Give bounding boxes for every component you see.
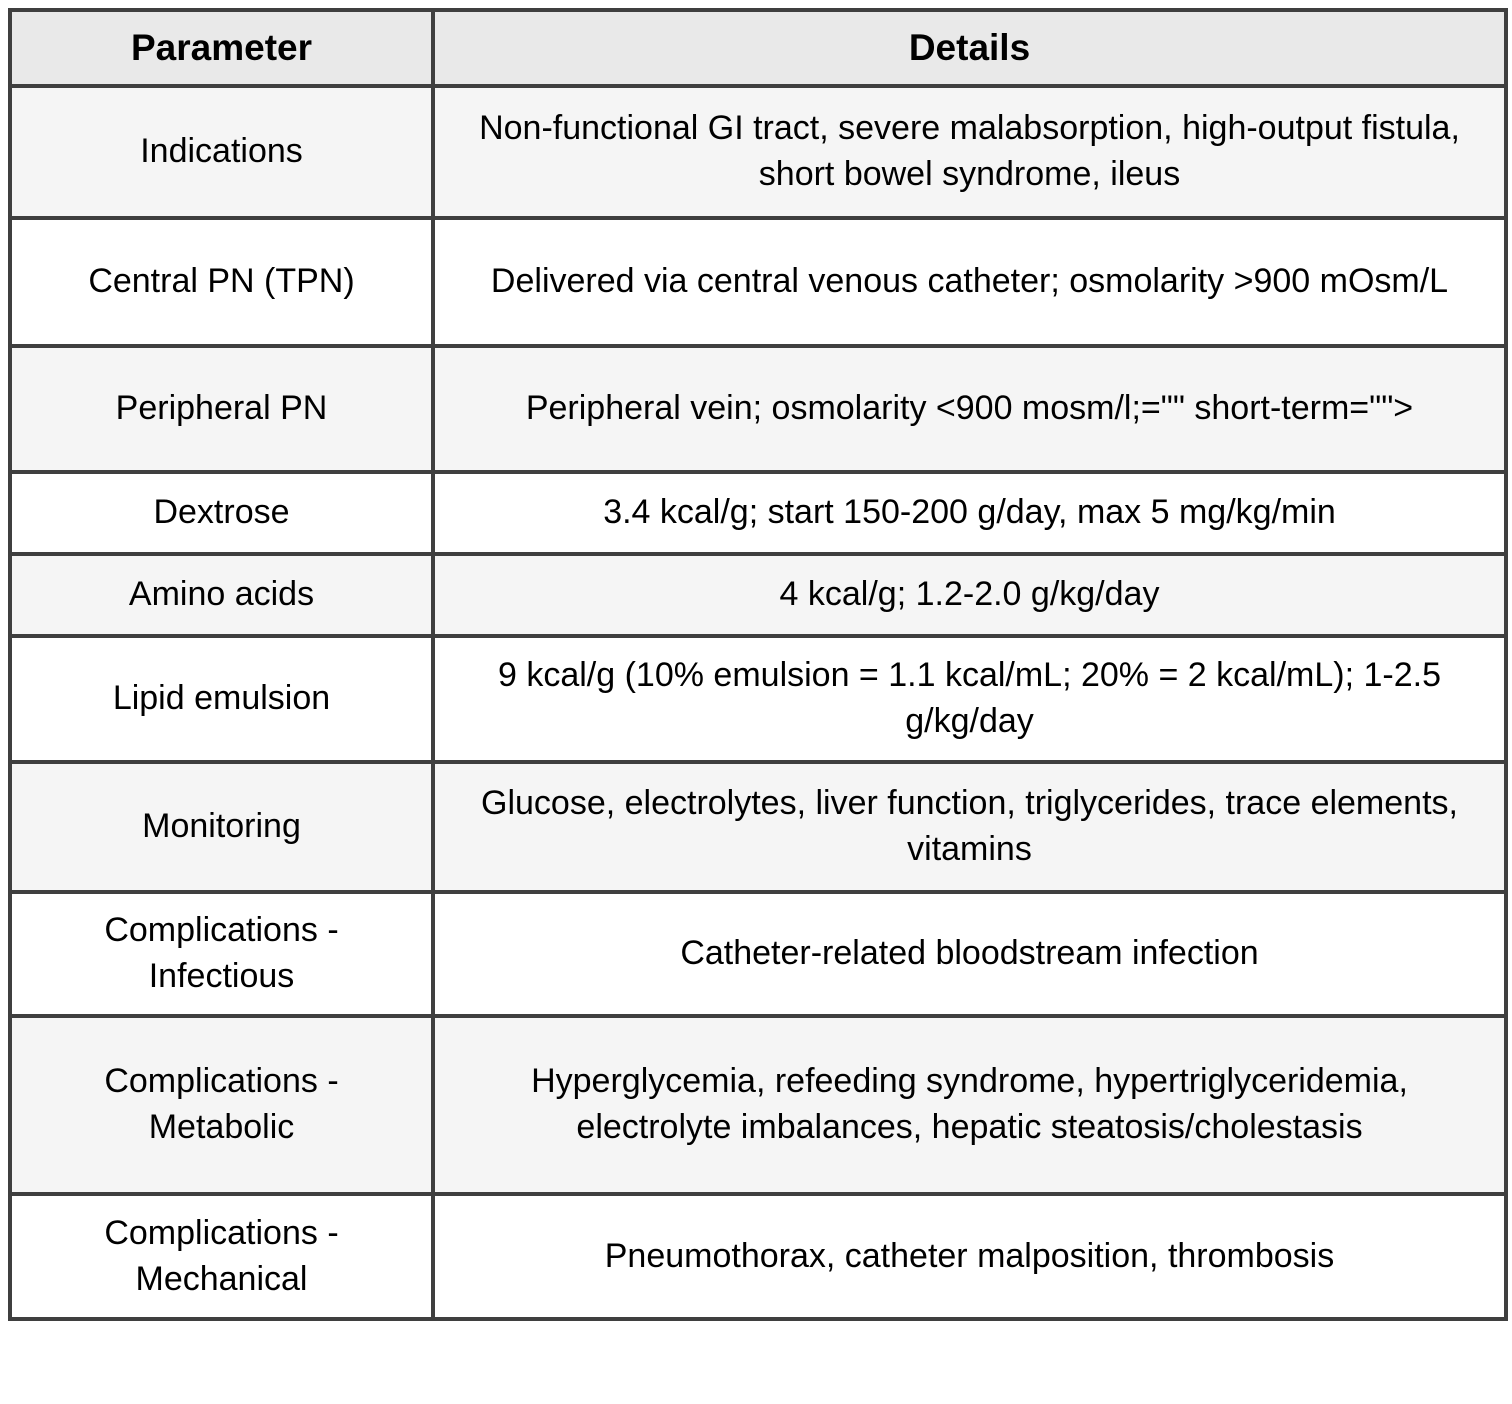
parameter-cell: Dextrose xyxy=(8,470,435,556)
details-cell: Delivered via central venous catheter; o… xyxy=(431,216,1508,348)
details-cell: Catheter-related bloodstream infection xyxy=(431,890,1508,1018)
table-row: Monitoring Glucose, electrolytes, liver … xyxy=(8,760,1508,894)
details-cell: 3.4 kcal/g; start 150-200 g/day, max 5 m… xyxy=(431,470,1508,556)
parameter-cell: Complications - Mechanical xyxy=(8,1192,435,1321)
table-row: Dextrose 3.4 kcal/g; start 150-200 g/day… xyxy=(8,470,1508,556)
table-header: Parameter Details xyxy=(8,8,1508,88)
table-row: Amino acids 4 kcal/g; 1.2-2.0 g/kg/day xyxy=(8,552,1508,638)
details-cell: Peripheral vein; osmolarity <900 mosm/l;… xyxy=(431,344,1508,474)
parameter-cell: Indications xyxy=(8,84,435,220)
header-row: Parameter Details xyxy=(8,8,1508,88)
header-cell-details: Details xyxy=(431,8,1508,88)
table-row: Complications - Mechanical Pneumothorax,… xyxy=(8,1192,1508,1321)
details-cell: Non-functional GI tract, severe malabsor… xyxy=(431,84,1508,220)
details-cell: 4 kcal/g; 1.2-2.0 g/kg/day xyxy=(431,552,1508,638)
table-body: Indications Non-functional GI tract, sev… xyxy=(8,84,1508,1321)
parameter-cell: Amino acids xyxy=(8,552,435,638)
parameter-cell: Lipid emulsion xyxy=(8,634,435,764)
table-row: Central PN (TPN) Delivered via central v… xyxy=(8,216,1508,348)
table-row: Peripheral PN Peripheral vein; osmolarit… xyxy=(8,344,1508,474)
table-row: Lipid emulsion 9 kcal/g (10% emulsion = … xyxy=(8,634,1508,764)
parameter-cell: Peripheral PN xyxy=(8,344,435,474)
details-cell: Glucose, electrolytes, liver function, t… xyxy=(431,760,1508,894)
header-cell-parameter: Parameter xyxy=(8,8,435,88)
parameter-cell: Monitoring xyxy=(8,760,435,894)
table-row: Complications - Infectious Catheter-rela… xyxy=(8,890,1508,1018)
details-cell: Hyperglycemia, refeeding syndrome, hyper… xyxy=(431,1014,1508,1196)
details-cell: Pneumothorax, catheter malposition, thro… xyxy=(431,1192,1508,1321)
parenteral-nutrition-table: Parameter Details Indications Non-functi… xyxy=(8,8,1508,1321)
parameter-cell: Complications - Metabolic xyxy=(8,1014,435,1196)
parameter-cell: Central PN (TPN) xyxy=(8,216,435,348)
table-row: Complications - Metabolic Hyperglycemia,… xyxy=(8,1014,1508,1196)
details-cell: 9 kcal/g (10% emulsion = 1.1 kcal/mL; 20… xyxy=(431,634,1508,764)
parameter-cell: Complications - Infectious xyxy=(8,890,435,1018)
table-row: Indications Non-functional GI tract, sev… xyxy=(8,84,1508,220)
